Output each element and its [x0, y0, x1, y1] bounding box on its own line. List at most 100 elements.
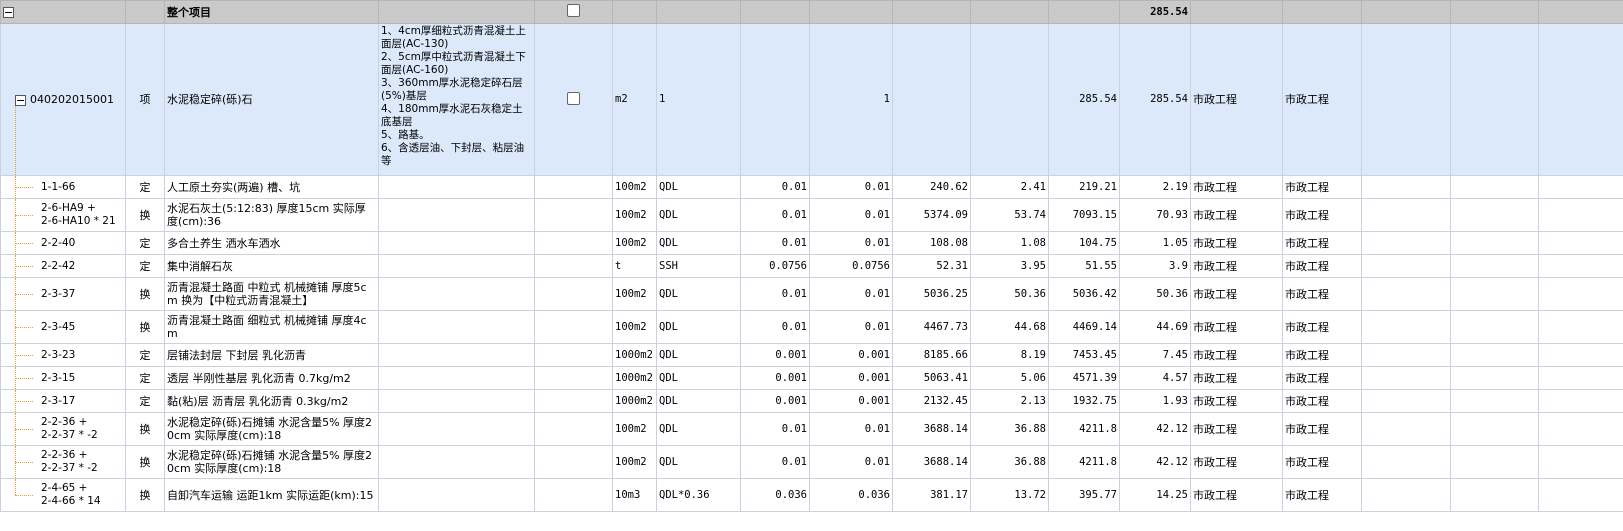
quota-qty-expr[interactable]: QDL*0.36 [656, 478, 741, 512]
quota-qty[interactable]: 0.01 [809, 310, 893, 344]
quota-unit[interactable]: 1000m2 [612, 366, 657, 390]
item-type[interactable]: 项 [125, 23, 165, 176]
quota-unit[interactable]: 100m2 [612, 445, 657, 479]
quota-row[interactable]: 2-3-15 定透层 半刚性基层 乳化沥青 0.7kg/m2 1000m2 QDL 0.… [0, 366, 1623, 390]
quota-name[interactable]: 沥青混凝土路面 细粒式 机械摊铺 厚度4cm [164, 310, 379, 344]
quota-type[interactable]: 换 [125, 310, 165, 344]
quota-type[interactable]: 换 [125, 412, 165, 446]
quota-qty-expr[interactable]: QDL [656, 445, 741, 479]
quota-row[interactable]: 2-2-36 + 2-2-37 * -2 换水泥稳定碎(砾)石摊铺 水泥含量5% … [0, 445, 1623, 479]
quota-category1[interactable]: 市政工程 [1190, 198, 1283, 232]
quota-category1[interactable]: 市政工程 [1190, 343, 1283, 367]
quota-name[interactable]: 层铺法封层 下封层 乳化沥青 [164, 343, 379, 367]
quota-name[interactable]: 水泥稳定碎(砾)石摊铺 水泥含量5% 厚度20cm 实际厚度(cm):18 [164, 412, 379, 446]
quota-qty[interactable]: 0.0756 [809, 254, 893, 278]
quota-name[interactable]: 水泥稳定碎(砾)石摊铺 水泥含量5% 厚度20cm 实际厚度(cm):18 [164, 445, 379, 479]
checkbox-icon[interactable] [567, 91, 580, 105]
quota-qty[interactable]: 0.01 [809, 231, 893, 255]
quota-category2[interactable]: 市政工程 [1282, 445, 1362, 479]
quota-unit[interactable]: 100m2 [612, 175, 657, 199]
item-category1[interactable]: 市政工程 [1190, 23, 1283, 176]
quota-code[interactable]: 2-3-15 [0, 366, 126, 390]
quota-unit[interactable]: 1000m2 [612, 389, 657, 413]
quota-category1[interactable]: 市政工程 [1190, 366, 1283, 390]
quota-category1[interactable]: 市政工程 [1190, 231, 1283, 255]
quota-category1[interactable]: 市政工程 [1190, 175, 1283, 199]
quota-code[interactable]: 2-3-17 [0, 389, 126, 413]
item-unit[interactable]: m2 [612, 23, 657, 176]
bill-item-row[interactable]: 040202015001 项 水泥稳定碎(砾)石 1、4cm厚细粒式沥青混凝土上… [0, 23, 1623, 176]
item-checkbox-cell[interactable] [534, 23, 613, 176]
quota-category2[interactable]: 市政工程 [1282, 366, 1362, 390]
quota-type[interactable]: 定 [125, 389, 165, 413]
quota-row[interactable]: 2-3-17 定黏(粘)层 沥青层 乳化沥青 0.3kg/m2 1000m2 QDL 0… [0, 389, 1623, 413]
quota-code[interactable]: 2-3-23 [0, 343, 126, 367]
quota-unit[interactable]: 100m2 [612, 412, 657, 446]
quota-qty-expr[interactable]: QDL [656, 277, 741, 311]
quota-category2[interactable]: 市政工程 [1282, 343, 1362, 367]
quota-name[interactable]: 集中消解石灰 [164, 254, 379, 278]
quota-type[interactable]: 定 [125, 366, 165, 390]
quota-type[interactable]: 换 [125, 277, 165, 311]
quota-qty-expr[interactable]: SSH [656, 254, 741, 278]
quota-code[interactable]: 2-2-40 [0, 231, 126, 255]
quota-category1[interactable]: 市政工程 [1190, 389, 1283, 413]
quota-qty[interactable]: 0.01 [809, 277, 893, 311]
quota-category2[interactable]: 市政工程 [1282, 198, 1362, 232]
quota-qty-expr[interactable]: QDL [656, 175, 741, 199]
item-code-cell[interactable]: 040202015001 [0, 23, 126, 176]
root-checkbox-cell[interactable] [534, 0, 613, 24]
quota-unit[interactable]: 10m3 [612, 478, 657, 512]
quota-unit[interactable]: 100m2 [612, 277, 657, 311]
quota-code[interactable]: 2-2-36 + 2-2-37 * -2 [0, 445, 126, 479]
root-row[interactable]: 整个项目 285.54 [0, 0, 1623, 24]
quota-row[interactable]: 2-2-42 定集中消解石灰 t SSH 0.0756 0.0756 52.31 3.95 51… [0, 254, 1623, 278]
collapse-icon[interactable] [3, 7, 14, 18]
quota-category1[interactable]: 市政工程 [1190, 478, 1283, 512]
quota-row[interactable]: 2-2-40 定多合土养生 洒水车洒水 100m2 QDL 0.01 0.01 108.08… [0, 231, 1623, 255]
quota-category1[interactable]: 市政工程 [1190, 445, 1283, 479]
quota-type[interactable]: 换 [125, 198, 165, 232]
quota-qty[interactable]: 0.01 [809, 175, 893, 199]
quota-category1[interactable]: 市政工程 [1190, 310, 1283, 344]
quota-unit[interactable]: 100m2 [612, 310, 657, 344]
quota-qty[interactable]: 0.01 [809, 412, 893, 446]
quota-type[interactable]: 定 [125, 175, 165, 199]
item-name[interactable]: 水泥稳定碎(砾)石 [164, 23, 379, 176]
quota-row[interactable]: 2-3-37 换沥青混凝土路面 中粒式 机械摊铺 厚度5cm 换为【中粒式沥青混凝… [0, 277, 1623, 311]
item-qty-expr[interactable]: 1 [656, 23, 741, 176]
quota-name[interactable]: 多合土养生 洒水车洒水 [164, 231, 379, 255]
quota-category1[interactable]: 市政工程 [1190, 254, 1283, 278]
quota-code[interactable]: 2-2-36 + 2-2-37 * -2 [0, 412, 126, 446]
quota-qty-expr[interactable]: QDL [656, 343, 741, 367]
quota-code[interactable]: 2-4-65 + 2-4-66 * 14 [0, 478, 126, 512]
quota-category2[interactable]: 市政工程 [1282, 310, 1362, 344]
checkbox-icon[interactable] [567, 4, 580, 17]
quota-name[interactable]: 人工原土夯实(两遍) 槽、坑 [164, 175, 379, 199]
quota-unit[interactable]: 100m2 [612, 231, 657, 255]
item-category2[interactable]: 市政工程 [1282, 23, 1362, 176]
quota-category2[interactable]: 市政工程 [1282, 231, 1362, 255]
quota-name[interactable]: 水泥石灰土(5:12:83) 厚度15cm 实际厚度(cm):36 [164, 198, 379, 232]
quota-category2[interactable]: 市政工程 [1282, 175, 1362, 199]
quota-name[interactable]: 沥青混凝土路面 中粒式 机械摊铺 厚度5cm 换为【中粒式沥青混凝土】 [164, 277, 379, 311]
quota-row[interactable]: 2-2-36 + 2-2-37 * -2 换水泥稳定碎(砾)石摊铺 水泥含量5% … [0, 412, 1623, 446]
quota-code[interactable]: 2-2-42 [0, 254, 126, 278]
quota-row[interactable]: 2-6-HA9 + 2-6-HA10 * 21 换水泥石灰土(5:12:83) 厚… [0, 198, 1623, 232]
root-expand-cell[interactable] [0, 0, 126, 24]
collapse-icon[interactable] [15, 94, 26, 106]
quota-qty[interactable]: 0.036 [809, 478, 893, 512]
quota-qty-expr[interactable]: QDL [656, 198, 741, 232]
quota-qty-expr[interactable]: QDL [656, 310, 741, 344]
quota-category2[interactable]: 市政工程 [1282, 277, 1362, 311]
quota-unit[interactable]: 100m2 [612, 198, 657, 232]
quota-code[interactable]: 1-1-66 [0, 175, 126, 199]
quota-type[interactable]: 换 [125, 445, 165, 479]
quota-qty-expr[interactable]: QDL [656, 412, 741, 446]
quota-code[interactable]: 2-6-HA9 + 2-6-HA10 * 21 [0, 198, 126, 232]
quota-row[interactable]: 2-3-45 换沥青混凝土路面 细粒式 机械摊铺 厚度4cm 100m2 QDL 0.0… [0, 310, 1623, 344]
quota-type[interactable]: 换 [125, 478, 165, 512]
quota-name[interactable]: 自卸汽车运输 运距1km 实际运距(km):15 [164, 478, 379, 512]
quota-type[interactable]: 定 [125, 231, 165, 255]
quota-qty[interactable]: 0.001 [809, 389, 893, 413]
